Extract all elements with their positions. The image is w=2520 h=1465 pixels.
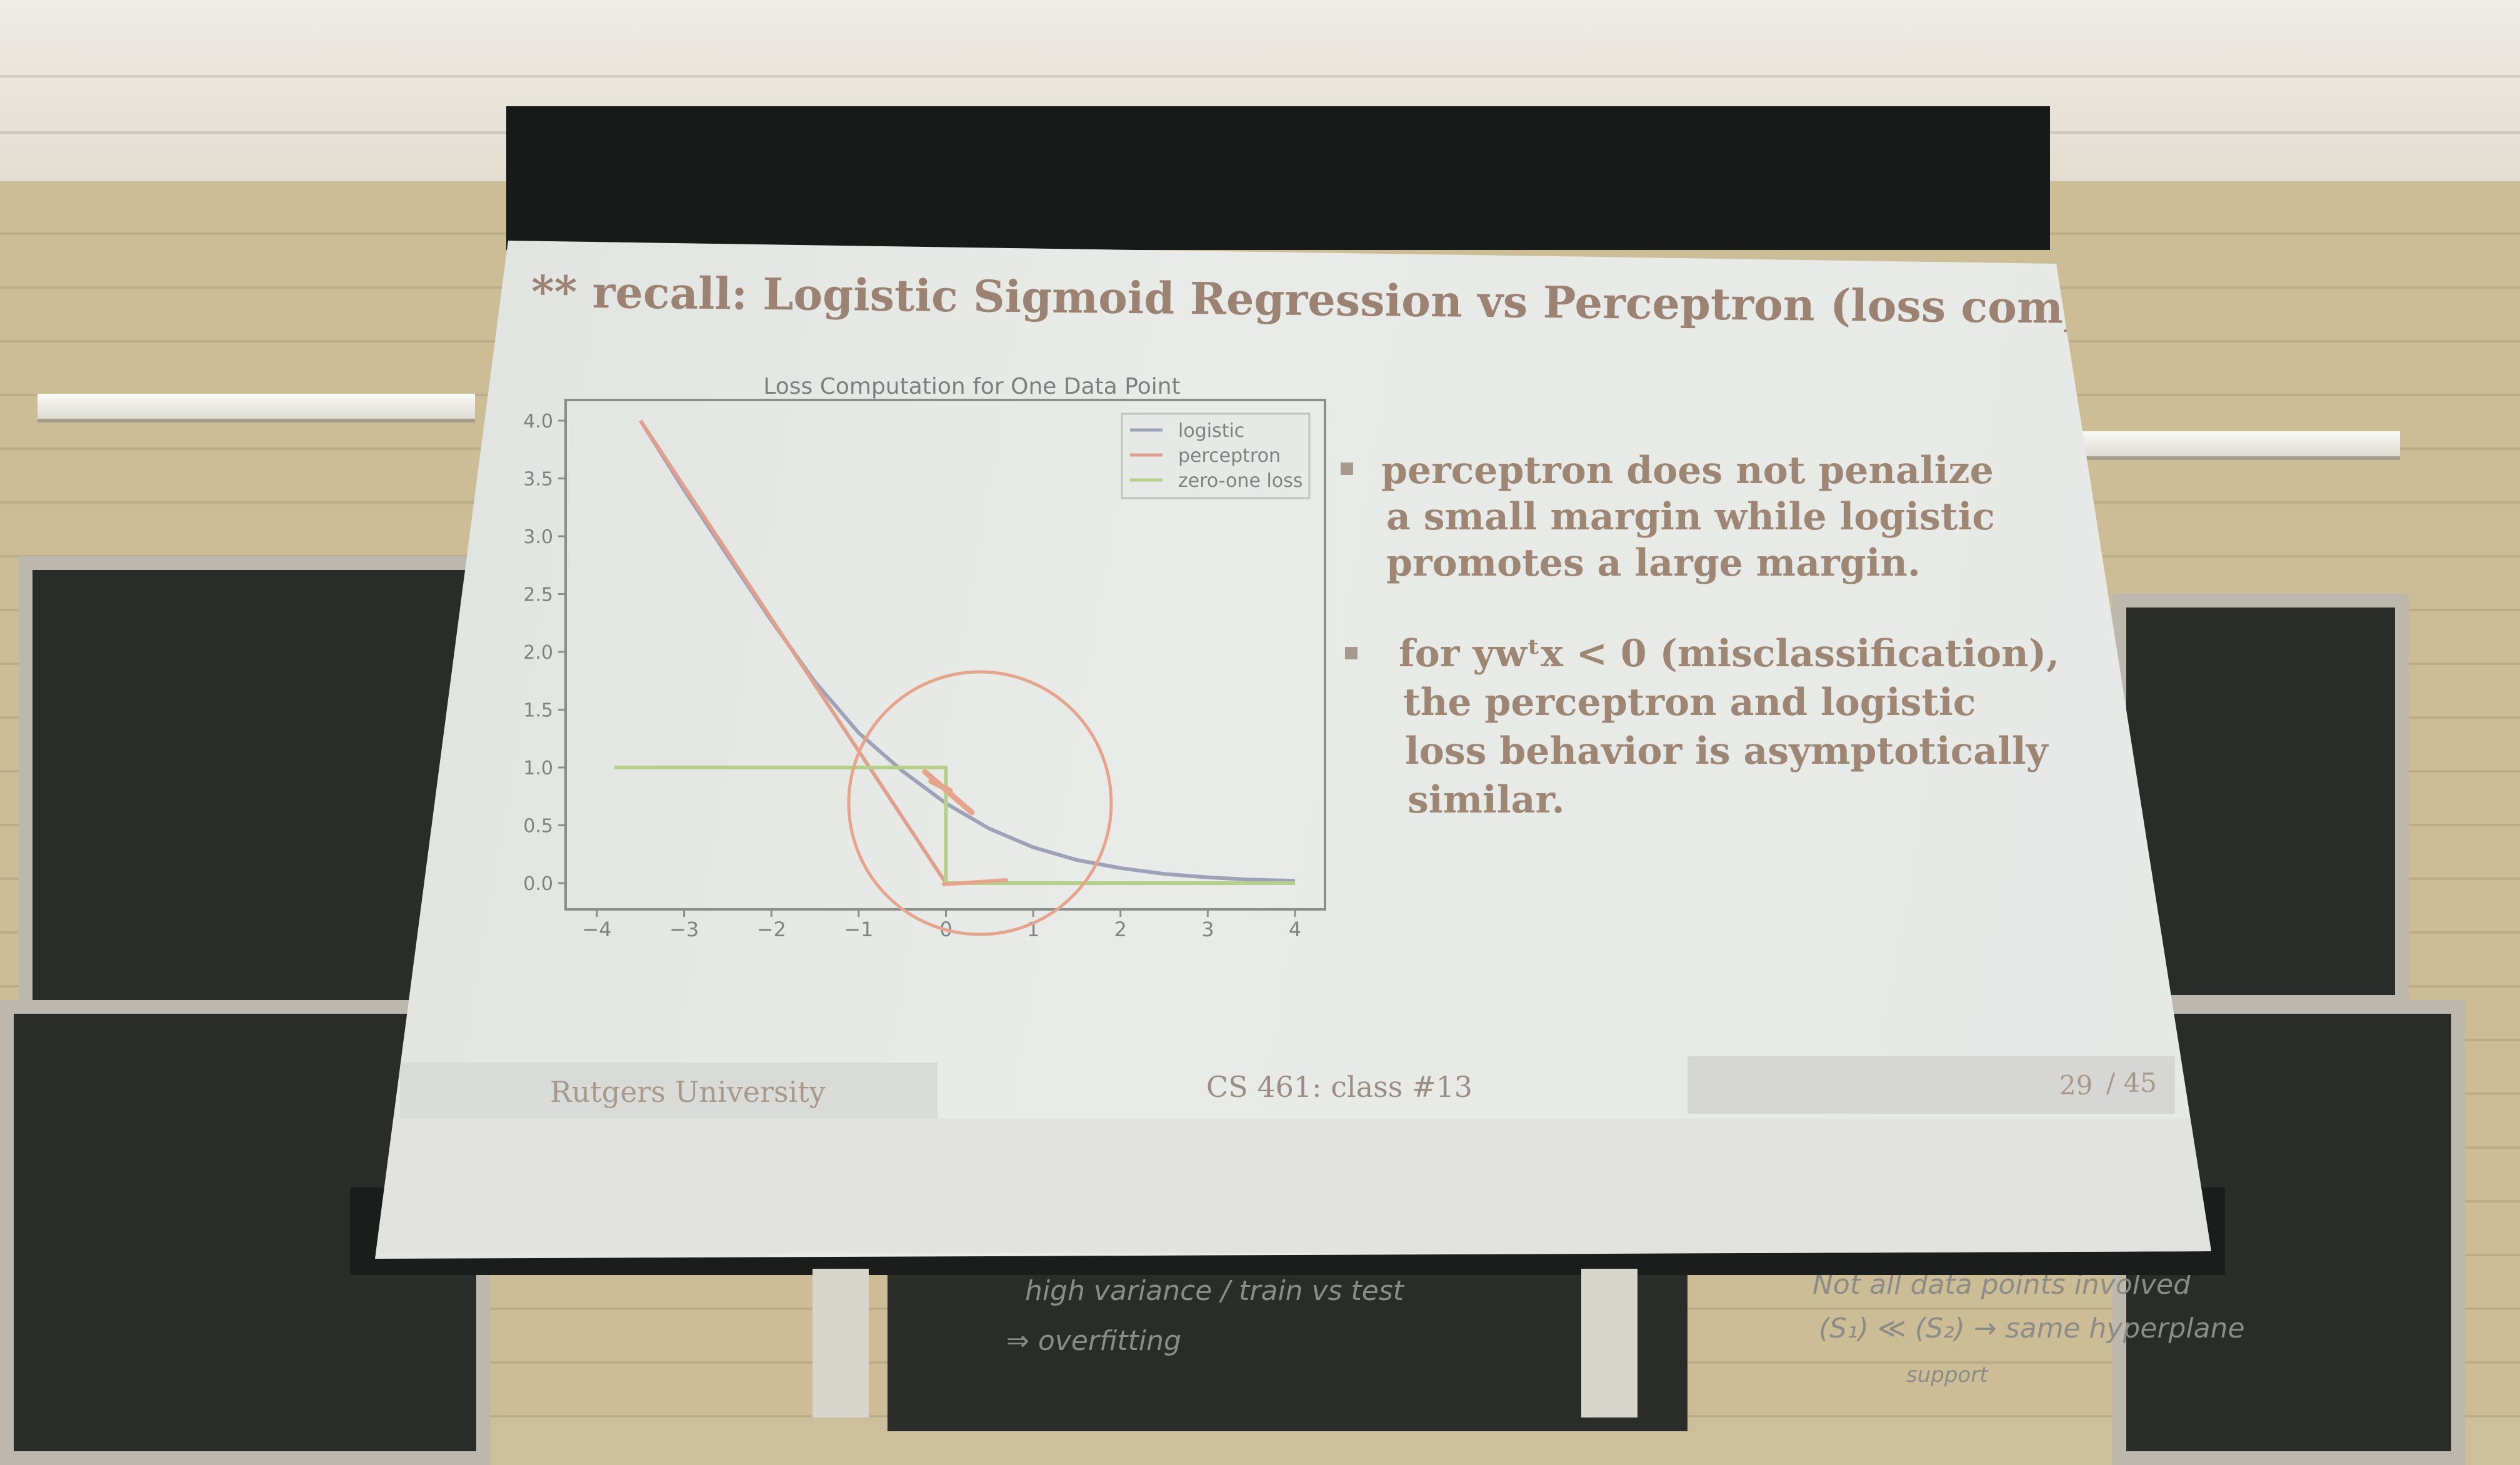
bullet-1-line-3: promotes a large margin. [1386, 541, 1921, 585]
y-tick-label: 1.0 [523, 758, 553, 779]
chalk-note-right-3: support [1906, 1362, 1988, 1388]
x-tick-label: −1 [844, 918, 873, 941]
x-tick-label: −4 [582, 918, 611, 941]
annotation-arrow [922, 769, 975, 816]
x-tick-label: −2 [757, 918, 786, 941]
slide: ** recall: Logistic Sigmoid Regression v… [375, 266, 2211, 1253]
annotation-circle [847, 670, 1113, 936]
bullet-2-line-2: the perceptron and logistic [1403, 681, 1976, 724]
chalkboard-left [19, 556, 484, 1015]
x-tick-label: 2 [1114, 918, 1127, 941]
bullet-1-line-2: a small margin while logistic [1386, 495, 1995, 539]
y-tick-label: 3.5 [523, 469, 553, 491]
screen-post-left [812, 1269, 869, 1418]
footer-course: CS 461: class #13 [1206, 1070, 1473, 1104]
bullet-marker-2 [1345, 647, 1358, 659]
x-tick-label: −3 [669, 918, 699, 941]
bullet-2-line-3: loss behavior is asymptotically [1405, 729, 2048, 773]
chart-title: Loss Computation for One Data Point [763, 374, 1180, 399]
chalk-note-left-2: ⇒ overfitting [1006, 1325, 1181, 1357]
footer-institution: Rutgers University [550, 1075, 826, 1109]
bullet-1-line-1: perceptron does not penalize [1381, 449, 1994, 492]
projector-screen-housing [506, 106, 2050, 250]
legend: logistic perceptron zero-one loss [1121, 412, 1311, 499]
screen-post-right [1581, 1269, 1638, 1418]
y-tick-label: 2.0 [523, 642, 553, 664]
projector-screen: ** recall: Logistic Sigmoid Regression v… [375, 241, 2211, 1259]
y-tick-label: 0.5 [523, 816, 553, 838]
chalk-note-right-2: (S₁) ≪ (S₂) → same hyperplane [1819, 1312, 2245, 1344]
wall-light-left [38, 394, 475, 422]
y-tick-label: 4.0 [523, 411, 553, 432]
y-tick-label: 0.0 [523, 873, 553, 895]
y-tick-label: 3.0 [523, 526, 553, 548]
legend-logistic: logistic [1178, 420, 1244, 442]
footer-page-total: / 45 [2106, 1068, 2157, 1098]
bullet-marker-1 [1341, 462, 1353, 475]
x-tick-label: 3 [1201, 918, 1214, 941]
footer-right-panel [1688, 1056, 2175, 1114]
x-tick-label: 4 [1289, 918, 1301, 941]
chalkboard-center [888, 1269, 1688, 1431]
series-zero-one [614, 766, 1295, 885]
legend-zero-one: zero-one loss [1178, 470, 1302, 492]
y-tick-label: 1.5 [523, 700, 553, 722]
bullet-2-line-1: for ywᵗx < 0 (misclassification), [1399, 632, 2060, 676]
legend-perceptron: perceptron [1178, 445, 1281, 467]
screen-lower-band [375, 1119, 2211, 1253]
footer-page-number: 29 [2059, 1070, 2093, 1101]
loss-chart: Loss Computation for One Data Point −4 −3… [523, 374, 1326, 941]
y-tick-label: 2.5 [523, 584, 553, 606]
chalk-note-left-1: high variance / train vs test [1025, 1275, 1404, 1307]
footer-left-panel [400, 1062, 938, 1119]
bullet-2-line-4: similar. [1408, 778, 1565, 822]
annotation-underline [942, 878, 1008, 886]
wall-light-right [2081, 431, 2400, 460]
